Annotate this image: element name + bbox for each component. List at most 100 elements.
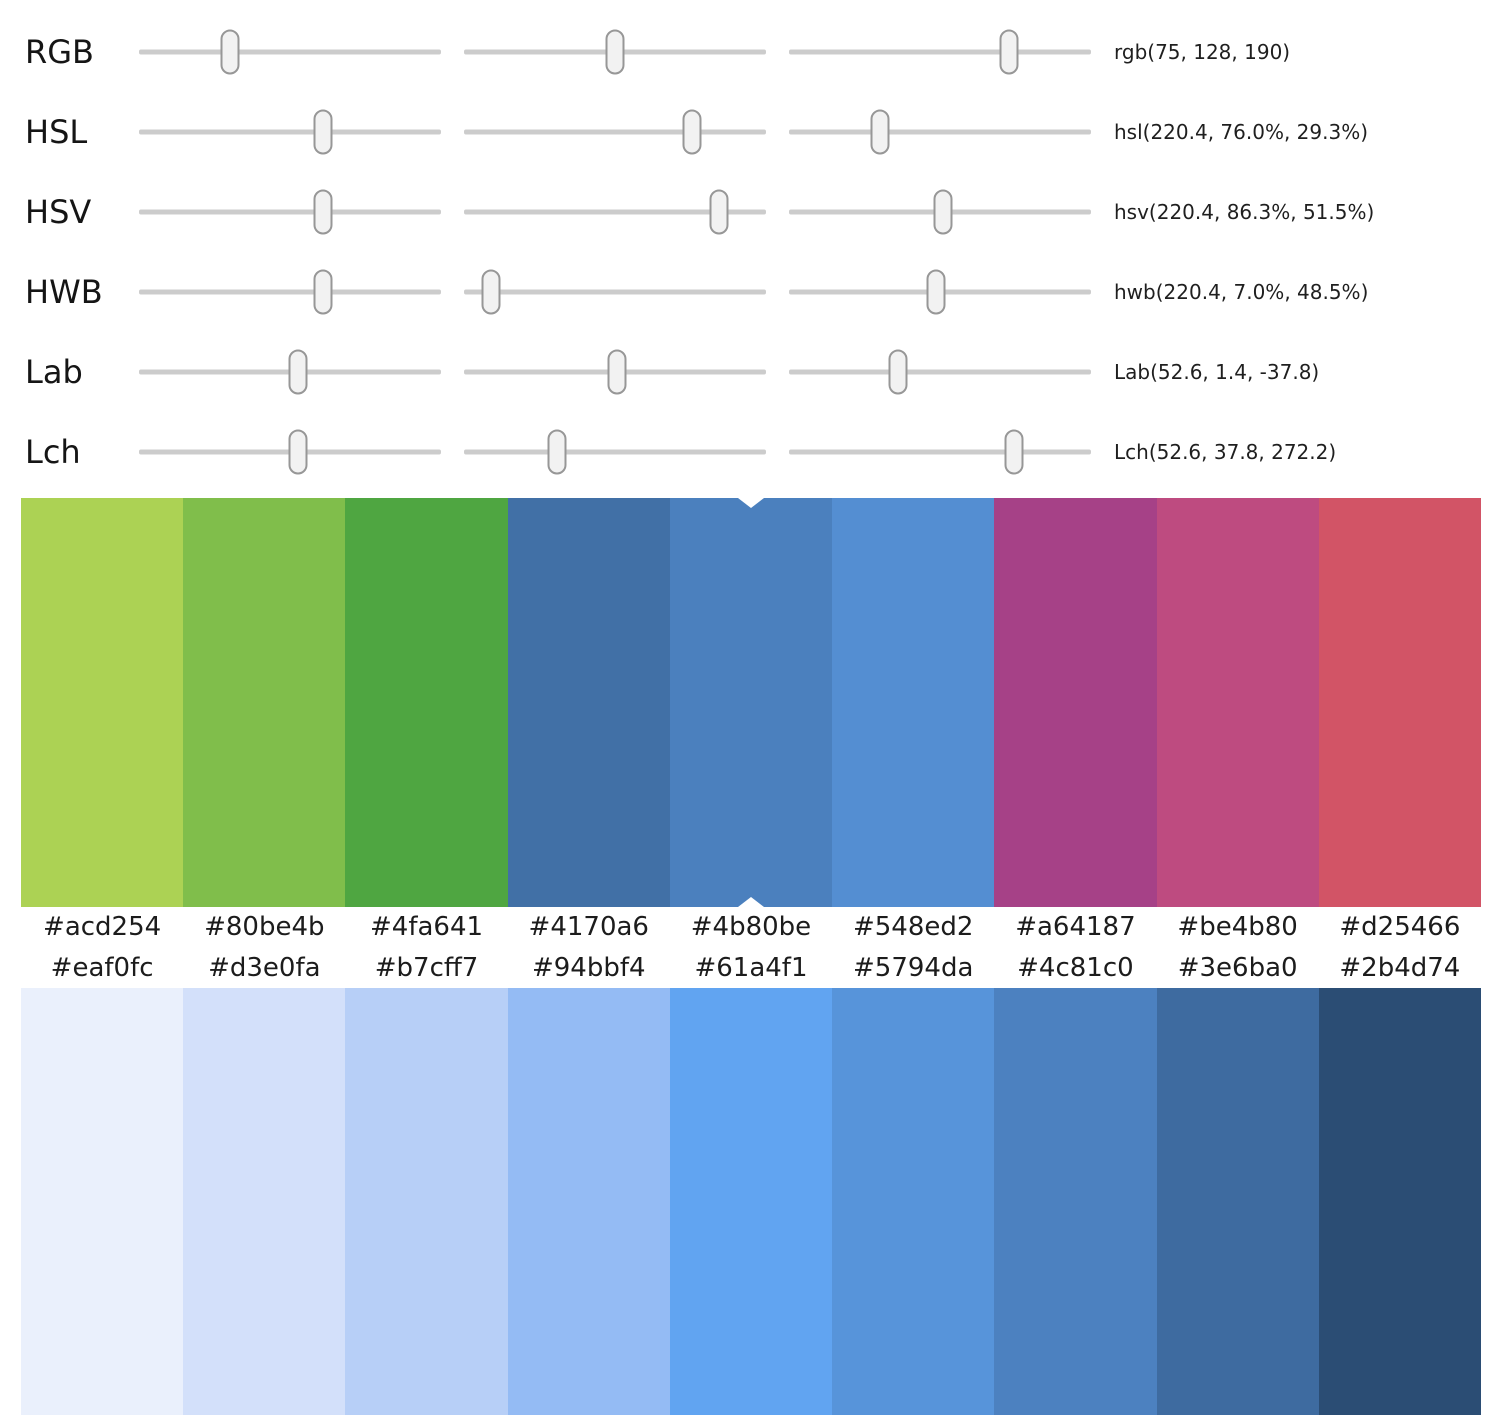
lch-c-slider[interactable] bbox=[464, 412, 766, 492]
shade-swatch-2[interactable] bbox=[183, 988, 346, 1415]
hue-swatch-1[interactable] bbox=[21, 498, 184, 907]
shade-swatch-label-7: #4c81c0 bbox=[1017, 952, 1134, 983]
hsl-label: HSL bbox=[25, 113, 88, 151]
lab-l-thumb[interactable] bbox=[288, 349, 308, 395]
rgb-label: RGB bbox=[25, 33, 94, 71]
hsl-h-thumb[interactable] bbox=[313, 109, 333, 155]
shade-swatch-1[interactable] bbox=[21, 988, 184, 1415]
hsv-label: HSV bbox=[25, 193, 92, 231]
slider-row-hsl: HSL hsl(220.4, 76.0%, 29.3%) bbox=[0, 92, 1501, 172]
hsl-l-thumb[interactable] bbox=[870, 109, 890, 155]
shade-palette bbox=[21, 988, 1481, 1415]
hue-swatch-label-9: #d25466 bbox=[1339, 912, 1461, 942]
lch-l-slider[interactable] bbox=[139, 412, 441, 492]
rgb-g-slider[interactable] bbox=[464, 12, 766, 92]
lab-b-slider[interactable] bbox=[789, 332, 1091, 412]
hsv-s-thumb[interactable] bbox=[709, 189, 729, 235]
lch-c-track[interactable] bbox=[464, 449, 766, 455]
hwb-label: HWB bbox=[25, 273, 103, 311]
rgb-r-slider[interactable] bbox=[139, 12, 441, 92]
hwb-h-slider[interactable] bbox=[139, 252, 441, 332]
hue-palette-labels: #acd254 #80be4b #4fa641 #4170a6 #4b80be … bbox=[21, 907, 1481, 947]
selected-notch-bottom-icon bbox=[737, 897, 764, 907]
hue-swatch-7[interactable] bbox=[994, 498, 1157, 907]
hue-swatch-4[interactable] bbox=[507, 498, 670, 907]
slider-row-lab: Lab Lab(52.6, 1.4, -37.8) bbox=[0, 332, 1501, 412]
hsv-h-thumb[interactable] bbox=[313, 189, 333, 235]
hue-swatch-8[interactable] bbox=[1156, 498, 1319, 907]
rgb-b-thumb[interactable] bbox=[999, 29, 1019, 75]
hwb-w-thumb[interactable] bbox=[481, 269, 501, 315]
hue-swatch-2[interactable] bbox=[183, 498, 346, 907]
hue-swatch-label-8: #be4b80 bbox=[1177, 912, 1298, 942]
hsl-s-track[interactable] bbox=[464, 129, 766, 135]
hsv-s-track[interactable] bbox=[464, 209, 766, 215]
hue-swatch-label-3: #4fa641 bbox=[370, 912, 484, 942]
shade-swatch-6[interactable] bbox=[832, 988, 995, 1415]
hwb-h-track[interactable] bbox=[139, 289, 441, 295]
lab-label: Lab bbox=[25, 353, 83, 391]
hsl-l-track[interactable] bbox=[789, 129, 1091, 135]
slider-row-hsv: HSV hsv(220.4, 86.3%, 51.5%) bbox=[0, 172, 1501, 252]
hsv-value-text: hsv(220.4, 86.3%, 51.5%) bbox=[1114, 200, 1375, 224]
selected-notch-top-icon bbox=[737, 498, 764, 508]
lch-h-thumb[interactable] bbox=[1004, 429, 1024, 475]
hsl-h-slider[interactable] bbox=[139, 92, 441, 172]
shade-swatch-3[interactable] bbox=[345, 988, 508, 1415]
hsv-s-slider[interactable] bbox=[464, 172, 766, 252]
hsl-h-track[interactable] bbox=[139, 129, 441, 135]
lab-l-slider[interactable] bbox=[139, 332, 441, 412]
hwb-w-slider[interactable] bbox=[464, 252, 766, 332]
rgb-b-track[interactable] bbox=[789, 49, 1091, 55]
hue-swatch-5-selected[interactable] bbox=[669, 498, 833, 907]
hwb-w-track[interactable] bbox=[464, 289, 766, 295]
hwb-h-thumb[interactable] bbox=[313, 269, 333, 315]
lab-a-thumb[interactable] bbox=[607, 349, 626, 395]
hue-swatch-label-6: #548ed2 bbox=[852, 912, 974, 942]
hue-swatch-label-2: #80be4b bbox=[204, 912, 325, 942]
lab-b-track[interactable] bbox=[789, 369, 1091, 375]
hue-swatch-label-4: #4170a6 bbox=[528, 912, 649, 942]
hsl-value-text: hsl(220.4, 76.0%, 29.3%) bbox=[1114, 120, 1369, 144]
lch-h-slider[interactable] bbox=[789, 412, 1091, 492]
lab-a-slider[interactable] bbox=[464, 332, 766, 412]
shade-swatch-5[interactable] bbox=[669, 988, 833, 1415]
hwb-value-text: hwb(220.4, 7.0%, 48.5%) bbox=[1114, 280, 1369, 304]
shade-swatch-label-6: #5794da bbox=[853, 952, 974, 983]
hue-swatch-label-5: #4b80be bbox=[690, 912, 812, 942]
hue-swatch-label-1: #acd254 bbox=[43, 912, 162, 942]
shade-swatch-label-3: #b7cff7 bbox=[374, 952, 479, 983]
lab-b-thumb[interactable] bbox=[888, 349, 908, 395]
shade-swatch-7[interactable] bbox=[994, 988, 1157, 1415]
rgb-r-track[interactable] bbox=[139, 49, 441, 55]
rgb-b-slider[interactable] bbox=[789, 12, 1091, 92]
hwb-b-thumb[interactable] bbox=[926, 269, 946, 315]
hue-swatch-9[interactable] bbox=[1318, 498, 1481, 907]
hsl-s-slider[interactable] bbox=[464, 92, 766, 172]
shade-swatch-label-2: #d3e0fa bbox=[208, 952, 321, 983]
shade-swatch-4[interactable] bbox=[507, 988, 670, 1415]
lch-h-track[interactable] bbox=[789, 449, 1091, 455]
hsv-h-slider[interactable] bbox=[139, 172, 441, 252]
hsv-v-slider[interactable] bbox=[789, 172, 1091, 252]
rgb-g-thumb[interactable] bbox=[605, 29, 625, 75]
shade-swatch-9[interactable] bbox=[1318, 988, 1481, 1415]
hwb-b-slider[interactable] bbox=[789, 252, 1091, 332]
hsv-h-track[interactable] bbox=[139, 209, 441, 215]
hsv-v-thumb[interactable] bbox=[933, 189, 953, 235]
shade-swatch-label-5: #61a4f1 bbox=[694, 952, 808, 983]
lch-l-thumb[interactable] bbox=[288, 429, 308, 475]
hsl-l-slider[interactable] bbox=[789, 92, 1091, 172]
lch-value-text: Lch(52.6, 37.8, 272.2) bbox=[1114, 440, 1337, 464]
hsl-s-thumb[interactable] bbox=[682, 109, 702, 155]
shade-swatch-label-1: #eaf0fc bbox=[50, 952, 154, 983]
lch-label: Lch bbox=[25, 433, 81, 471]
lch-c-thumb[interactable] bbox=[547, 429, 567, 475]
shade-swatch-label-8: #3e6ba0 bbox=[1177, 952, 1298, 983]
hue-swatch-label-7: #a64187 bbox=[1015, 912, 1136, 942]
hue-swatch-6[interactable] bbox=[832, 498, 995, 907]
rgb-r-thumb[interactable] bbox=[220, 29, 240, 75]
shade-swatch-8[interactable] bbox=[1156, 988, 1319, 1415]
hue-swatch-3[interactable] bbox=[345, 498, 508, 907]
